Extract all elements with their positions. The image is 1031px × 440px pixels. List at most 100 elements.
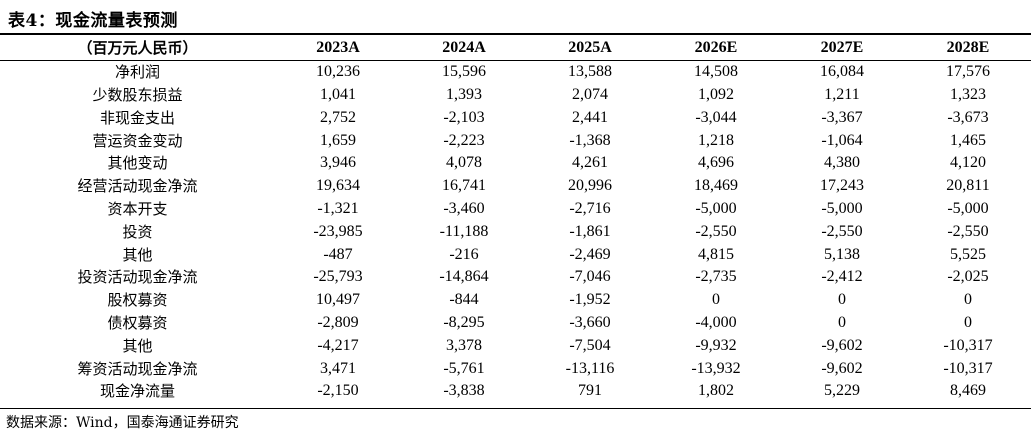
value-cell: -216 [449, 245, 479, 263]
table-row: 投资 -23,985 -11,188 -1,861 -2,550 -2,550 -2,550 [0, 220, 1031, 243]
table-row: 现金净流量 -2,150 -3,838 791 1,802 5,229 8,469 [0, 380, 1031, 403]
value-cell: 4,815 [698, 245, 734, 263]
row-label: 股权募资 [107, 291, 168, 310]
unit-header: （百万元人民币） [0, 37, 275, 61]
row-label: 少数股东损益 [92, 85, 183, 104]
value-cell: 1,465 [950, 131, 986, 149]
source-note: 数据来源：Wind，国泰海通证券研究 [6, 415, 239, 431]
year-header: 2028E [905, 37, 1031, 61]
value-cell: 3,378 [446, 336, 482, 354]
value-cell: -10,317 [943, 359, 993, 377]
table-row: 营运资金变动 1,659 -2,223 -1,368 1,218 -1,064 1,465 [0, 129, 1031, 152]
value-cell: 5,229 [824, 382, 860, 400]
value-cell: 1,323 [950, 85, 986, 103]
value-cell: -11,188 [439, 222, 489, 240]
row-label: 其他变动 [107, 154, 168, 173]
table-row: 少数股东损益 1,041 1,393 2,074 1,092 1,211 1,323 [0, 84, 1031, 107]
value-cell: 1,218 [698, 131, 734, 149]
year-header: 2024A [401, 37, 527, 61]
year-header: 2023A [275, 37, 401, 61]
bottom-rule [0, 408, 1031, 409]
value-cell: -3,838 [443, 382, 485, 400]
table-row: 净利润 10,236 15,596 13,588 14,508 16,084 17,576 [0, 60, 1031, 83]
value-cell: -2,025 [947, 268, 989, 286]
value-cell: -2,735 [695, 268, 737, 286]
table-row: 其他 -487 -216 -2,469 4,815 5,138 5,525 [0, 243, 1031, 266]
value-cell: 20,996 [568, 177, 612, 195]
value-cell: 5,525 [950, 245, 986, 263]
value-cell: 17,576 [946, 63, 990, 81]
value-cell: -1,952 [569, 291, 611, 309]
value-cell: -5,761 [443, 359, 485, 377]
value-cell: 4,380 [824, 154, 860, 172]
value-cell: 13,588 [568, 63, 612, 81]
value-cell: -2,550 [821, 222, 863, 240]
value-cell: 16,084 [820, 63, 864, 81]
value-cell: -9,602 [821, 336, 863, 354]
cash-flow-forecast-table: （百万元人民币） 2023A 2024A 2025A 2026E 2027E 2… [0, 37, 1031, 403]
value-cell: -2,412 [821, 268, 863, 286]
value-cell: -8,295 [443, 313, 485, 331]
value-cell: 5,138 [824, 245, 860, 263]
value-cell: -13,932 [691, 359, 741, 377]
value-cell: -2,809 [317, 313, 359, 331]
table-row: 经营活动现金净流 19,634 16,741 20,996 18,469 17,243 20… [0, 175, 1031, 198]
value-cell: 1,092 [698, 85, 734, 103]
value-cell: -13,116 [565, 359, 615, 377]
value-cell: -9,932 [695, 336, 737, 354]
value-cell: 17,243 [820, 177, 864, 195]
year-header: 2027E [779, 37, 905, 61]
value-cell: -3,660 [569, 313, 611, 331]
value-cell: -14,864 [439, 268, 489, 286]
value-cell: 0 [964, 291, 972, 309]
row-label: 非现金支出 [99, 108, 175, 127]
table-row: 债权募资 -2,809 -8,295 -3,660 -4,000 0 0 [0, 312, 1031, 335]
value-cell: 10,497 [316, 291, 360, 309]
value-cell: -5,000 [947, 199, 989, 217]
table-row: 非现金支出 2,752 -2,103 2,441 -3,044 -3,367 -3,673 [0, 106, 1031, 129]
value-cell: -2,103 [443, 108, 485, 126]
value-cell: -3,367 [821, 108, 863, 126]
value-cell: -2,469 [569, 245, 611, 263]
value-cell: 1,659 [320, 131, 356, 149]
value-cell: 1,393 [446, 85, 482, 103]
value-cell: -25,793 [313, 268, 363, 286]
table-row: 其他 -4,217 3,378 -7,504 -9,932 -9,602 -10,317 [0, 334, 1031, 357]
value-cell: 4,261 [572, 154, 608, 172]
table-row: 其他变动 3,946 4,078 4,261 4,696 4,380 4,120 [0, 152, 1031, 175]
value-cell: 0 [712, 291, 720, 309]
value-cell: 2,441 [572, 108, 608, 126]
row-label: 资本开支 [107, 199, 168, 218]
table-row: 投资活动现金净流 -25,793 -14,864 -7,046 -2,735 -2,412… [0, 266, 1031, 289]
value-cell: -9,602 [821, 359, 863, 377]
row-label: 现金净流量 [99, 382, 175, 401]
year-header: 2025A [527, 37, 653, 61]
value-cell: -4,000 [695, 313, 737, 331]
row-label: 经营活动现金净流 [77, 177, 198, 196]
year-header: 2026E [653, 37, 779, 61]
value-cell: 18,469 [694, 177, 738, 195]
table-row: 资本开支 -1,321 -3,460 -2,716 -5,000 -5,000 -5,000 [0, 198, 1031, 221]
row-label: 筹资活动现金净流 [77, 359, 198, 378]
row-label: 营运资金变动 [92, 131, 183, 150]
row-label: 投资 [122, 222, 153, 241]
value-cell: -2,550 [695, 222, 737, 240]
value-cell: -2,150 [317, 382, 359, 400]
value-cell: -10,317 [943, 336, 993, 354]
value-cell: -23,985 [313, 222, 363, 240]
value-cell: 14,508 [694, 63, 738, 81]
value-cell: -1,321 [317, 199, 359, 217]
value-cell: 4,696 [698, 154, 734, 172]
value-cell: -5,000 [695, 199, 737, 217]
value-cell: 791 [578, 382, 602, 400]
row-label: 投资活动现金净流 [77, 268, 198, 287]
row-label: 其他 [122, 245, 153, 264]
value-cell: -3,044 [695, 108, 737, 126]
table-title: 表4：现金流量表预测 [8, 11, 178, 31]
value-cell: 15,596 [442, 63, 486, 81]
top-rule [0, 33, 1031, 35]
value-cell: -1,064 [821, 131, 863, 149]
value-cell: 0 [964, 313, 972, 331]
table-row: 筹资活动现金净流 3,471 -5,761 -13,116 -13,932 -9,602 -… [0, 357, 1031, 380]
value-cell: 1,211 [824, 85, 860, 103]
